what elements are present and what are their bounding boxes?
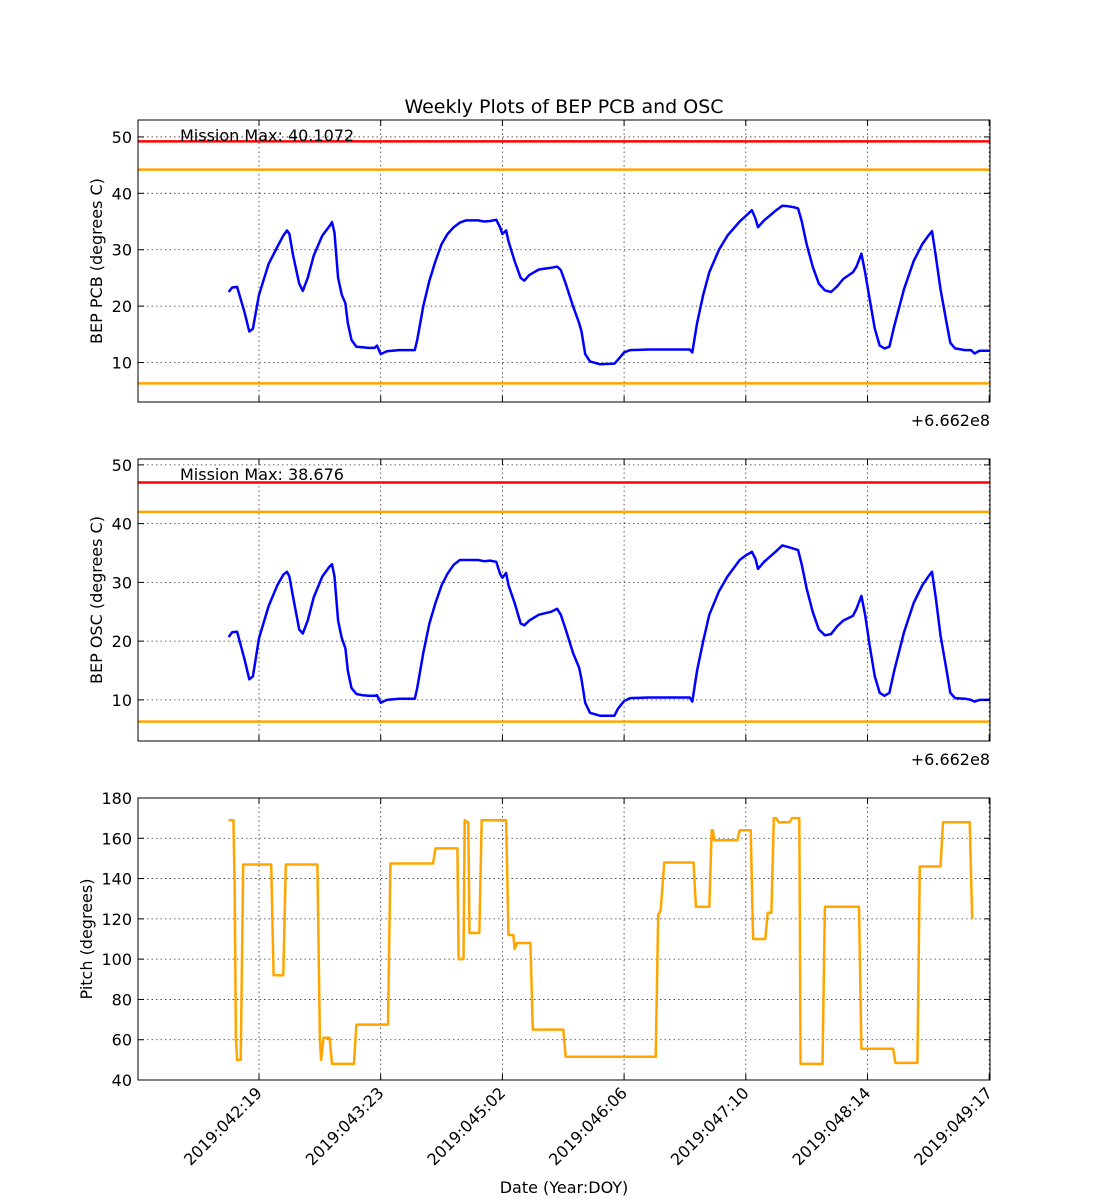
y-tick-label: 10	[112, 354, 132, 373]
y-tick-label: 120	[101, 910, 132, 929]
panel-bep-pcb: 10 20 30 40 50 BEP PCB (degrees C) Mission Max…	[87, 119, 991, 430]
y-tick-label: 60	[112, 1031, 132, 1050]
x-tick-label: 2019:045:02	[423, 1083, 509, 1169]
pitch-series-line	[228, 816, 974, 1066]
y-axis-label: Pitch (degrees)	[77, 879, 96, 1000]
y-tick-label: 10	[112, 691, 132, 710]
panel-pitch: 40 60 80 100 120 140 160 180 2019:042:19 2019:043…	[77, 789, 996, 1169]
y-tick-label: 160	[101, 829, 132, 848]
plot-frame	[137, 458, 991, 742]
y-tick-label: 50	[112, 128, 132, 147]
y-tick-label: 20	[112, 297, 132, 316]
x-offset-label: +6.662e8	[911, 750, 990, 769]
x-tick-label: 2019:048:14	[788, 1083, 874, 1169]
y-axis-label: BEP PCB (degrees C)	[87, 178, 106, 344]
pcb-series-line	[227, 204, 990, 366]
y-tick-label: 40	[112, 1071, 132, 1090]
y-tick-label: 180	[101, 789, 132, 808]
x-axis-label: Date (Year:DOY)	[500, 1178, 629, 1197]
panel-bep-osc: 10 20 30 40 50 BEP OSC (degrees C) Mission Max…	[87, 456, 991, 769]
osc-series-line	[227, 544, 990, 717]
chart-title: Weekly Plots of BEP PCB and OSC	[404, 96, 723, 118]
x-tick-label: 2019:043:23	[302, 1083, 388, 1169]
plot-frame	[137, 797, 991, 1081]
x-offset-label: +6.662e8	[911, 411, 990, 430]
y-tick-label: 20	[112, 632, 132, 651]
plot-frame	[137, 119, 991, 403]
y-tick-label: 40	[112, 515, 132, 534]
y-tick-label: 100	[101, 950, 132, 969]
x-tick-label: 2019:042:19	[180, 1083, 266, 1169]
y-tick-label: 40	[112, 184, 132, 203]
y-tick-label: 80	[112, 990, 132, 1009]
y-tick-label: 50	[112, 456, 132, 475]
x-tick-label: 2019:047:10	[667, 1083, 753, 1169]
x-tick-label: 2019:046:06	[545, 1083, 631, 1169]
x-tick-label: 2019:049:17	[910, 1083, 996, 1169]
y-axis-label: BEP OSC (degrees C)	[87, 516, 106, 684]
mission-max-annotation: Mission Max: 40.1072	[180, 126, 354, 145]
mission-max-annotation: Mission Max: 38.676	[180, 465, 344, 484]
y-tick-label: 30	[112, 573, 132, 592]
y-tick-label: 30	[112, 241, 132, 260]
y-tick-label: 140	[101, 870, 132, 889]
